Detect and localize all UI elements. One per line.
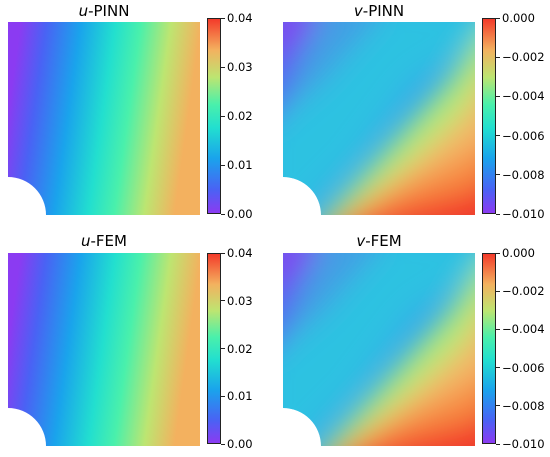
colorbar-tick-label: −0.008 xyxy=(502,398,545,413)
displacement-field-fill xyxy=(8,22,200,215)
colorbar-tick-label: −0.006 xyxy=(502,360,545,375)
colorbar-tick-label: 0.01 xyxy=(227,158,253,172)
colorbar-tick-mark xyxy=(496,367,500,369)
title-method: -FEM xyxy=(365,232,402,250)
colorbar-tick-label: −0.004 xyxy=(502,322,545,337)
colorbar-tick-mark xyxy=(221,252,225,254)
colorbar-tick-label: −0.008 xyxy=(502,167,545,182)
panel-title: v-PINN xyxy=(283,2,475,20)
colorbar-tick-label: −0.010 xyxy=(502,437,545,451)
colorbar-tick-mark xyxy=(221,164,225,166)
colorbar-tick-mark xyxy=(221,443,225,445)
displacement-field-fill xyxy=(283,253,475,446)
colorbar-tick-mark xyxy=(496,328,500,330)
colorbar-tick-label: 0.03 xyxy=(227,60,253,74)
colorbar-tick-mark xyxy=(221,213,225,215)
displacement-field-fill xyxy=(283,22,475,215)
colorbar-tick-label: 0.01 xyxy=(227,389,253,404)
colorbar-tick-label: 0.000 xyxy=(502,11,535,25)
colorbar-tick-label: −0.006 xyxy=(502,128,545,143)
displacement-field-fill xyxy=(8,253,200,446)
title-method: -PINN xyxy=(88,2,130,20)
colorbar-tick-mark xyxy=(496,95,500,97)
colorbar xyxy=(207,253,221,444)
heatmap-field xyxy=(8,253,200,446)
colorbar-tick-label: 0.02 xyxy=(227,109,253,123)
colorbar-tick-label: 0.02 xyxy=(227,341,253,356)
colorbar xyxy=(482,18,496,214)
title-variable: u xyxy=(81,232,91,250)
colorbar-tick-mark xyxy=(496,56,500,58)
title-variable: v xyxy=(353,2,363,20)
colorbar xyxy=(207,18,221,214)
colorbar-tick-label: 0.04 xyxy=(227,246,253,260)
heatmap-field xyxy=(283,253,475,446)
colorbar-tick-mark xyxy=(221,348,225,349)
colorbar-tick-mark xyxy=(496,252,500,254)
title-variable: v xyxy=(356,232,366,250)
colorbar-tick-mark xyxy=(221,17,225,19)
colorbar-tick-label: −0.002 xyxy=(502,50,545,65)
panel-title: v-FEM xyxy=(283,232,475,250)
colorbar-tick-mark xyxy=(496,135,500,137)
colorbar-tick-mark xyxy=(496,405,500,407)
colorbar-tick-mark xyxy=(496,174,500,176)
colorbar-tick-mark xyxy=(496,213,500,215)
colorbar-tick-label: 0.03 xyxy=(227,293,253,308)
title-method: -PINN xyxy=(362,2,405,20)
colorbar-tick-mark xyxy=(221,66,225,68)
colorbar-tick-label: −0.002 xyxy=(502,284,545,299)
colorbar-tick-label: 0.00 xyxy=(227,207,253,221)
colorbar-tick-mark xyxy=(221,300,225,302)
panel-title: u-PINN xyxy=(8,2,200,20)
colorbar-tick-mark xyxy=(496,17,500,19)
colorbar-tick-mark xyxy=(496,443,500,445)
colorbar-tick-mark xyxy=(496,290,500,292)
colorbar-tick-mark xyxy=(221,395,225,397)
heatmap-field xyxy=(8,22,200,215)
colorbar-tick-mark xyxy=(221,115,225,117)
panel-title: u-FEM xyxy=(8,232,200,250)
colorbar xyxy=(482,253,496,444)
colorbar-tick-label: 0.00 xyxy=(227,437,253,451)
colorbar-tick-label: 0.04 xyxy=(227,11,253,25)
heatmap-field xyxy=(283,22,475,215)
title-method: -FEM xyxy=(90,232,127,250)
colorbar-tick-label: 0.000 xyxy=(502,246,535,260)
colorbar-tick-label: −0.004 xyxy=(502,89,545,104)
title-variable: u xyxy=(78,2,89,20)
colorbar-tick-label: −0.010 xyxy=(502,207,545,221)
